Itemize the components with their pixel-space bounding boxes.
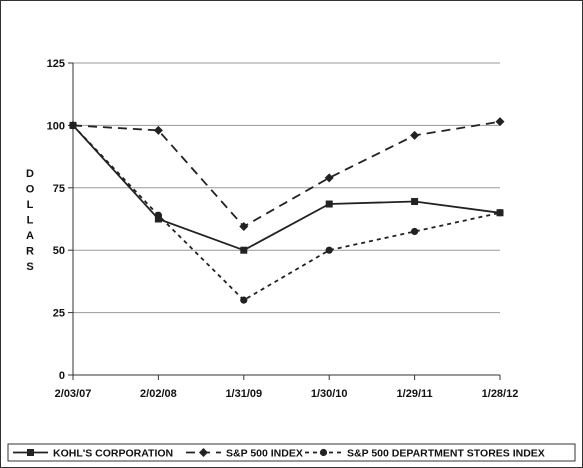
x-tick-label: 2/02/08: [140, 388, 177, 400]
point-marker-square: [325, 200, 333, 208]
y-tick-label: 75: [53, 183, 65, 195]
legend-item-0: KOHL'S CORPORATION: [13, 448, 173, 460]
point-marker-circle: [154, 211, 162, 219]
legend-box: [7, 443, 576, 462]
y-axis-label-letter: R: [26, 246, 34, 258]
point-marker-circle: [325, 246, 333, 254]
point-marker-diamond: [239, 221, 249, 231]
chart-series: [68, 117, 505, 304]
legend-label: S&P 500 INDEX: [226, 448, 303, 460]
point-marker-square: [240, 246, 248, 254]
point-marker-circle: [496, 209, 504, 217]
y-tick-label: 125: [47, 58, 65, 70]
gridlines: [73, 62, 500, 314]
series-line: [72, 120, 501, 228]
point-marker-diamond: [153, 125, 163, 135]
x-tick-label: 1/28/12: [482, 388, 519, 400]
legend: KOHL'S CORPORATION S&P 500 INDEX S&P 500 D…: [13, 448, 545, 460]
y-tick-label: 25: [53, 308, 65, 320]
x-tick-label: 1/29/11: [397, 388, 433, 400]
point-marker-square: [27, 449, 34, 456]
y-axis-label-letter: O: [26, 184, 35, 196]
x-tick-label: 1/30/10: [311, 388, 348, 400]
series-2: [69, 121, 504, 304]
legend-item-2: S&P 500 DEPARTMENT STORES INDEX: [305, 448, 545, 460]
series-line: [72, 124, 501, 252]
legend-label: KOHL'S CORPORATION: [53, 448, 173, 460]
x-tick-label: 1/31/09: [225, 388, 262, 400]
point-marker-circle: [319, 448, 328, 457]
point-marker-circle: [69, 121, 77, 129]
point-marker-square: [411, 198, 419, 206]
point-marker-circle: [411, 227, 419, 236]
legend-label: S&P 500 DEPARTMENT STORES INDEX: [347, 448, 545, 460]
y-axis-label-letter: L: [27, 199, 34, 211]
y-tick-label: 0: [59, 370, 65, 382]
point-marker-diamond: [495, 117, 505, 127]
y-tick-label: 100: [47, 120, 65, 132]
x-axis-ticks: 2/03/07 2/02/08 1/31/09 1/30/10 1/29/11 1/28/…: [55, 375, 519, 400]
y-axis-label-letter: S: [26, 261, 33, 273]
point-marker-diamond: [410, 130, 420, 140]
point-marker-diamond: [199, 448, 208, 457]
y-axis-label-letter: A: [26, 230, 34, 242]
legend-item-1: S&P 500 INDEX: [186, 448, 303, 460]
y-tick-label: 50: [53, 245, 65, 257]
x-tick-label: 2/03/07: [55, 388, 92, 400]
y-axis-label-letter: L: [27, 215, 34, 227]
y-axis-ticks: 0 25 50 75 100 125: [47, 58, 73, 382]
point-marker-circle: [240, 296, 248, 304]
point-marker-square: [154, 215, 162, 223]
y-axis-label-letter: D: [26, 168, 34, 180]
point-marker-diamond: [324, 173, 334, 183]
